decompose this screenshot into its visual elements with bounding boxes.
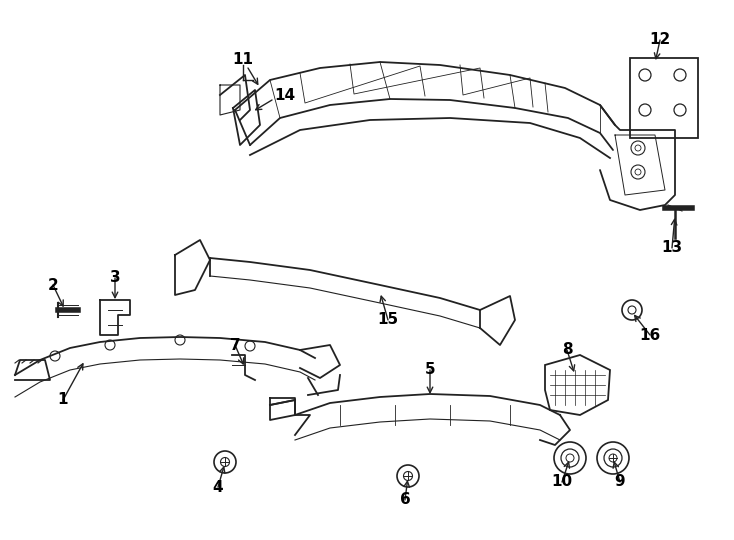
Text: 1: 1 — [58, 393, 68, 408]
Text: 11: 11 — [233, 52, 253, 68]
Text: 14: 14 — [275, 87, 296, 103]
Text: 9: 9 — [614, 475, 625, 489]
Text: 10: 10 — [551, 475, 573, 489]
Text: 5: 5 — [425, 362, 435, 377]
Text: 8: 8 — [562, 342, 573, 357]
Text: 15: 15 — [377, 313, 399, 327]
Text: 13: 13 — [661, 240, 683, 255]
Bar — [630, 58, 698, 138]
Text: 6: 6 — [399, 492, 410, 508]
Text: 16: 16 — [639, 327, 661, 342]
Text: 7: 7 — [230, 338, 240, 353]
Text: 2: 2 — [48, 278, 59, 293]
Text: 3: 3 — [109, 271, 120, 286]
Text: 12: 12 — [650, 32, 671, 48]
Text: 4: 4 — [213, 480, 223, 495]
